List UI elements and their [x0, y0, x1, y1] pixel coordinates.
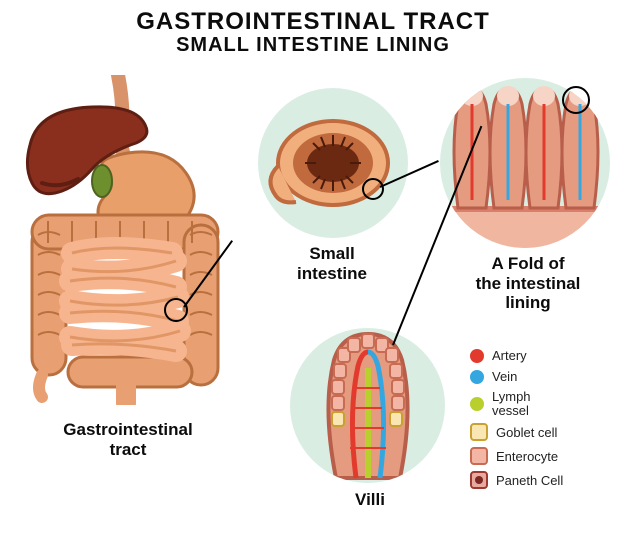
- zoom-ring-icon: [562, 86, 590, 114]
- panel-villi: [290, 328, 445, 483]
- legend-label: Artery: [492, 348, 527, 363]
- small-intestine-tube-icon: [258, 88, 408, 238]
- villi-icon: [290, 328, 445, 483]
- legend-item-artery: Artery: [470, 348, 563, 363]
- legend-item-enterocyte: Enterocyte: [470, 447, 563, 465]
- caption-gi: Gastrointestinal tract: [48, 420, 208, 459]
- artery-dot-icon: [470, 349, 484, 363]
- caption-villi: Villi: [330, 490, 410, 510]
- panel-small-intestine: [258, 88, 408, 238]
- paneth-cell-icon: [470, 471, 488, 489]
- legend: Artery Vein Lymph vessel Goblet cell Ent…: [470, 348, 563, 495]
- zoom-ring-icon: [362, 178, 384, 200]
- zoom-ring-icon: [164, 298, 188, 322]
- goblet-cell-icon: [470, 423, 488, 441]
- caption-small: Small intestine: [282, 244, 382, 283]
- legend-item-lymph: Lymph vessel: [470, 390, 563, 417]
- caption-fold: A Fold of the intestinal lining: [448, 254, 608, 313]
- vein-dot-icon: [470, 370, 484, 384]
- legend-label: Goblet cell: [496, 425, 557, 440]
- legend-item-paneth: Paneth Cell: [470, 471, 563, 489]
- page-subtitle: SMALL INTESTINE LINING: [0, 34, 626, 57]
- legend-label: Lymph vessel: [492, 390, 531, 417]
- enterocyte-cell-icon: [470, 447, 488, 465]
- legend-item-vein: Vein: [470, 369, 563, 384]
- legend-label: Paneth Cell: [496, 473, 563, 488]
- lymph-dot-icon: [470, 397, 484, 411]
- legend-label: Vein: [492, 369, 517, 384]
- page-title: GASTROINTESTINAL TRACT: [0, 0, 626, 36]
- gi-tract-illustration: [8, 75, 248, 405]
- legend-item-goblet: Goblet cell: [470, 423, 563, 441]
- legend-label: Enterocyte: [496, 449, 558, 464]
